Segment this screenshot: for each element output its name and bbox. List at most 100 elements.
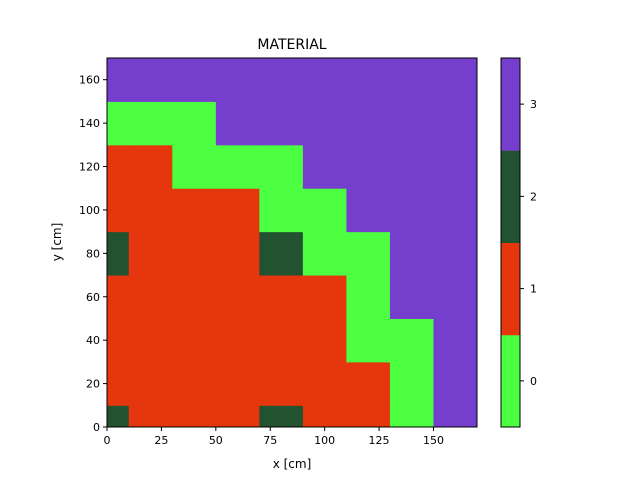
x-tick-label: 125 xyxy=(369,434,390,447)
colorbar-tick-label: 3 xyxy=(530,98,537,111)
x-tick-label: 100 xyxy=(314,434,335,447)
heatmap-cell xyxy=(215,405,260,428)
heatmap-cell xyxy=(302,318,347,363)
heatmap-cell xyxy=(107,58,130,102)
heatmap-cell xyxy=(172,58,217,102)
heatmap-cell xyxy=(215,101,260,146)
heatmap-cell xyxy=(433,405,478,428)
heatmap-cell xyxy=(302,405,347,428)
heatmap-cell xyxy=(172,405,217,428)
heatmap-cell xyxy=(346,275,391,319)
y-axis-ticks: 0 20 40 60 80 100 120 140 160 xyxy=(79,74,107,434)
heatmap-cell xyxy=(389,101,434,146)
heatmap-cell xyxy=(107,144,130,189)
heatmap-cell xyxy=(215,188,260,233)
heatmap-cell xyxy=(346,231,391,276)
heatmap-cell xyxy=(433,231,478,276)
heatmap-cell xyxy=(172,101,217,146)
heatmap-cells xyxy=(107,58,478,428)
colorbar-segment xyxy=(501,58,520,151)
heatmap-cell xyxy=(259,318,304,363)
heatmap-cell xyxy=(433,101,478,146)
heatmap-cell xyxy=(259,231,304,276)
y-tick-label: 140 xyxy=(79,117,100,130)
colorbar-tick-label: 1 xyxy=(530,283,537,296)
x-tick-label: 25 xyxy=(154,434,168,447)
colorbar-frame xyxy=(500,57,521,428)
heatmap-cell xyxy=(215,58,260,102)
heatmap-cell xyxy=(346,58,391,102)
heatmap-cell xyxy=(302,58,347,102)
heatmap-cell xyxy=(172,144,217,189)
heatmap-cell xyxy=(128,188,173,233)
heatmap-cell xyxy=(128,231,173,276)
heatmap-cell xyxy=(302,101,347,146)
heatmap-cell xyxy=(433,361,478,406)
heatmap-cell xyxy=(215,275,260,319)
heatmap-cell xyxy=(389,405,434,428)
plot-frame xyxy=(106,57,478,428)
chart-title: MATERIAL xyxy=(257,37,326,53)
heatmap-cell xyxy=(302,231,347,276)
heatmap-cell xyxy=(128,405,173,428)
y-tick-label: 160 xyxy=(79,74,100,87)
heatmap-cell xyxy=(128,101,173,146)
heatmap-cell xyxy=(128,361,173,406)
heatmap-cell xyxy=(172,318,217,363)
heatmap-cell xyxy=(259,101,304,146)
heatmap-cell xyxy=(433,58,478,102)
heatmap-cell xyxy=(389,188,434,233)
heatmap-cell xyxy=(346,144,391,189)
heatmap-cell xyxy=(107,101,130,146)
heatmap-cell xyxy=(128,58,173,102)
heatmap-cell xyxy=(346,318,391,363)
heatmap-cell xyxy=(302,275,347,319)
heatmap-cell xyxy=(107,405,130,428)
y-tick-label: 0 xyxy=(93,421,100,434)
heatmap-cell xyxy=(215,144,260,189)
heatmap-cell xyxy=(433,144,478,189)
x-axis-ticks: 0 25 50 75 100 125 150 xyxy=(104,427,444,447)
heatmap-cell xyxy=(346,405,391,428)
colorbar-segment xyxy=(501,150,520,243)
heatmap-cell xyxy=(433,275,478,319)
heatmap-cell xyxy=(259,405,304,428)
heatmap-cell xyxy=(389,58,434,102)
heatmap-cell xyxy=(107,188,130,233)
heatmap-cell xyxy=(128,318,173,363)
heatmap-cell xyxy=(389,275,434,319)
heatmap-cell xyxy=(389,361,434,406)
x-tick-label: 150 xyxy=(423,434,444,447)
heatmap-cell xyxy=(172,231,217,276)
colorbar: 0 1 2 3 xyxy=(500,57,537,428)
heatmap-cell xyxy=(259,58,304,102)
heatmap-cell xyxy=(389,318,434,363)
y-tick-label: 80 xyxy=(86,247,100,260)
y-tick-label: 20 xyxy=(86,378,100,391)
heatmap-cell xyxy=(259,144,304,189)
heatmap-cell xyxy=(302,188,347,233)
y-tick-label: 100 xyxy=(79,204,100,217)
heatmap-cell xyxy=(346,361,391,406)
heatmap-cell xyxy=(172,275,217,319)
heatmap-cell xyxy=(215,231,260,276)
heatmap-cell xyxy=(128,275,173,319)
heatmap-cell xyxy=(433,188,478,233)
heatmap-cell xyxy=(259,275,304,319)
heatmap-cell xyxy=(433,318,478,363)
colorbar-tick-label: 0 xyxy=(530,375,537,388)
heatmap-cell xyxy=(346,188,391,233)
heatmap-cell xyxy=(215,318,260,363)
heatmap-cell xyxy=(172,361,217,406)
y-tick-label: 40 xyxy=(86,334,100,347)
heatmap-cell xyxy=(259,188,304,233)
heatmap-cell xyxy=(107,361,130,406)
heatmap-cell xyxy=(107,318,130,363)
heatmap-cell xyxy=(346,101,391,146)
heatmap-cell xyxy=(107,275,130,319)
heatmap-cell xyxy=(389,231,434,276)
y-tick-label: 60 xyxy=(86,291,100,304)
y-axis-label: y [cm] xyxy=(50,223,64,262)
heatmap-cell xyxy=(107,231,130,276)
heatmap-cell xyxy=(259,361,304,406)
